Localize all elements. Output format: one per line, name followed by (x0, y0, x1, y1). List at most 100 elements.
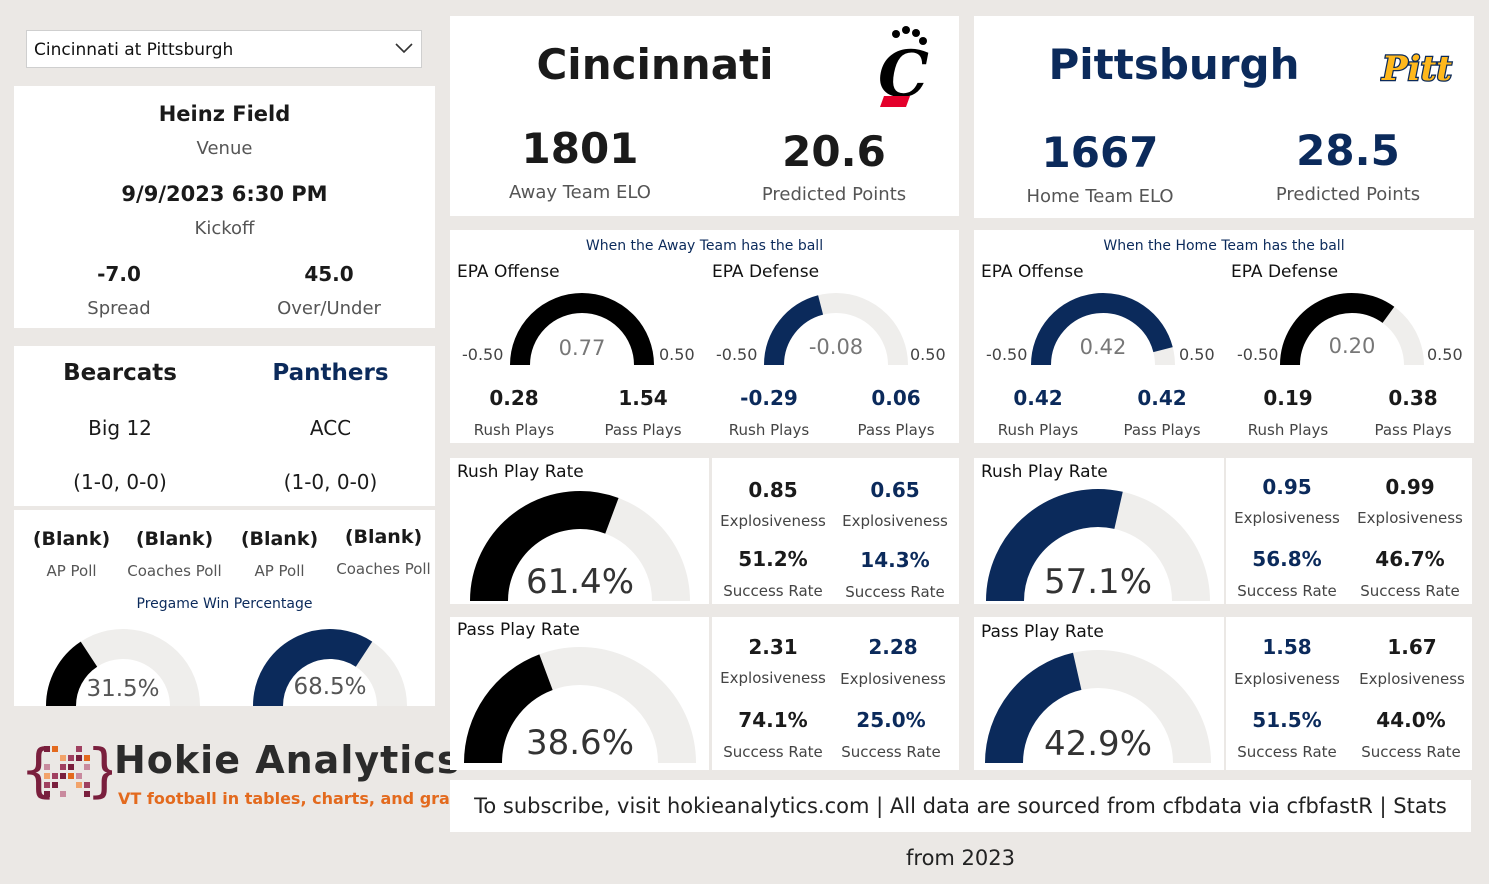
svg-text:{: { (20, 736, 57, 804)
pitt-logo-icon: Pitt (1380, 48, 1453, 90)
home-epa-offense-gauge: 0.42 (1031, 293, 1175, 366)
home-pass-stats-card: 1.58 Explosiveness 1.67 Explosiveness 51… (1226, 617, 1472, 770)
home-def-rush-label: Rush Plays (1247, 421, 1329, 439)
home-pass-off-expl-label: Explosiveness (1234, 670, 1340, 688)
home-rush-off-success: 56.8% (1252, 547, 1322, 571)
away-epa-defense-fill (764, 295, 824, 366)
away-def-max-label: 0.50 (910, 345, 946, 364)
away-def-rush-label: Rush Plays (728, 421, 810, 439)
home-coaches-poll-label: Coaches Poll (336, 560, 431, 578)
away-epa-offense-gauge: 0.77 (510, 293, 654, 366)
away-epa-defense-value: -0.08 (809, 335, 863, 359)
away-pred-points-value: 20.6 (782, 127, 886, 176)
away-rush-def-expl-label: Explosiveness (842, 512, 948, 530)
kickoff-label: Kickoff (194, 218, 255, 239)
home-pred-points-label: Predicted Points (1275, 184, 1421, 205)
away-epa-offense-value: 0.77 (559, 336, 606, 360)
away-rush-rate-gauge: 61.4% (470, 491, 690, 602)
away-pass-rate-title: Pass Play Rate (457, 620, 580, 640)
home-epa-offense-title: EPA Offense (981, 262, 1084, 282)
away-pass-rate-gauge: 38.6% (464, 647, 696, 764)
home-win-pct-fill (253, 629, 373, 707)
home-rush-rate-gauge: 57.1% (986, 489, 1210, 602)
away-rush-off-success: 51.2% (738, 547, 808, 571)
home-team-name: Pittsburgh (1048, 40, 1300, 89)
kickoff-time: 9/9/2023 6:30 PM (121, 182, 328, 206)
home-rush-rate-title: Rush Play Rate (981, 462, 1108, 482)
away-off-pass-label: Pass Plays (604, 421, 682, 439)
venue-label: Venue (196, 138, 253, 159)
home-off-rush-epa: 0.42 (1013, 386, 1063, 410)
home-rush-def-success: 46.7% (1375, 547, 1445, 571)
home-record: (1-0, 0-0) (283, 470, 378, 494)
over-under-label: Over/Under (277, 298, 381, 319)
away-epa-offense-title: EPA Offense (457, 262, 560, 282)
home-pass-rate-title: Pass Play Rate (981, 622, 1104, 642)
away-rush-off-succ-label: Success Rate (723, 582, 823, 600)
away-ap-poll-label: AP Poll (46, 562, 97, 580)
home-rush-rate-value: 57.1% (1044, 562, 1152, 602)
teams-card: Bearcats Panthers Big 12 ACC (1-0, 0-0) … (14, 346, 435, 506)
home-def-pass-label: Pass Plays (1374, 421, 1452, 439)
home-elo-value: 1667 (1041, 128, 1159, 177)
win-pct-title: Pregame Win Percentage (136, 596, 313, 612)
home-rush-stats-card: 0.95 Explosiveness 0.99 Explosiveness 56… (1226, 458, 1472, 604)
logo-tagline: VT football in tables, charts, and graph… (118, 789, 483, 808)
home-pass-off-success: 51.5% (1252, 708, 1322, 732)
away-epa-defense-title: EPA Defense (712, 262, 820, 282)
game-info-card: Heinz Field Venue 9/9/2023 6:30 PM Kicko… (14, 86, 435, 328)
home-def-min-label: -0.50 (1237, 345, 1279, 364)
home-epa-offense-value: 0.42 (1080, 335, 1127, 359)
away-off-pass-epa: 1.54 (618, 386, 668, 410)
away-record: (1-0, 0-0) (73, 470, 167, 494)
away-rush-def-explosiveness: 0.65 (870, 478, 920, 502)
away-off-max-label: 0.50 (659, 345, 695, 364)
game-selector-dropdown[interactable]: Cincinnati at Pittsburgh (26, 30, 422, 68)
away-header-card: Cincinnati C 1801 Away Team ELO 20.6 Pre… (450, 16, 959, 216)
home-rush-def-explosiveness: 0.99 (1385, 475, 1435, 499)
away-ap-poll-value: (Blank) (32, 528, 111, 550)
away-elo-label: Away Team ELO (509, 182, 651, 203)
home-off-pass-label: Pass Plays (1123, 421, 1201, 439)
game-selector-value: Cincinnati at Pittsburgh (34, 40, 234, 60)
home-pass-def-succ-label: Success Rate (1361, 743, 1461, 761)
away-pass-def-explosiveness: 2.28 (868, 635, 918, 659)
home-epa-defense-gauge: 0.20 (1280, 293, 1424, 366)
away-def-pass-label: Pass Plays (857, 421, 935, 439)
home-header-card: Pittsburgh Pitt 1667 Home Team ELO 28.5 … (974, 16, 1474, 218)
home-rush-def-succ-label: Success Rate (1360, 582, 1460, 600)
home-rush-def-expl-label: Explosiveness (1357, 509, 1463, 527)
home-pass-off-succ-label: Success Rate (1237, 743, 1337, 761)
away-win-pct-gauge: 31.5% (46, 629, 200, 707)
over-under-value: 45.0 (304, 262, 354, 286)
home-epa-offense-fill (1031, 293, 1173, 366)
spread-value: -7.0 (97, 262, 141, 286)
away-coaches-poll-value: (Blank) (135, 528, 214, 550)
chevron-down-icon (395, 43, 413, 54)
home-pred-points-value: 28.5 (1296, 126, 1400, 175)
home-def-pass-epa: 0.38 (1388, 386, 1438, 410)
home-pass-rate-value: 42.9% (1044, 724, 1152, 764)
away-rush-off-explosiveness: 0.85 (748, 478, 798, 502)
hokie-analytics-logo-icon: { } (20, 736, 112, 804)
away-coaches-poll-label: Coaches Poll (127, 562, 222, 580)
away-elo-value: 1801 (521, 124, 639, 173)
home-def-rush-epa: 0.19 (1263, 386, 1313, 410)
away-epa-defense-gauge: -0.08 (764, 293, 908, 366)
home-pass-def-explosiveness: 1.67 (1387, 635, 1437, 659)
footer-banner: To subscribe, visit hokieanalytics.com |… (450, 780, 1471, 870)
home-pass-rate-fill (985, 652, 1083, 764)
away-off-rush-label: Rush Plays (473, 421, 555, 439)
away-epa-caption: When the Away Team has the ball (585, 238, 824, 254)
away-pass-off-success: 74.1% (738, 708, 808, 732)
away-rush-rate-card: Rush Play Rate (450, 458, 709, 604)
home-pass-off-explosiveness: 1.58 (1262, 635, 1312, 659)
home-rush-off-explosiveness: 0.95 (1262, 475, 1312, 499)
home-epa-defense-title: EPA Defense (1231, 262, 1339, 282)
away-off-rush-epa: 0.28 (489, 386, 539, 410)
venue-name: Heinz Field (158, 102, 291, 126)
home-win-pct-gauge: 68.5% (253, 629, 407, 707)
away-pass-off-explosiveness: 2.31 (748, 635, 798, 659)
home-off-rush-label: Rush Plays (997, 421, 1079, 439)
home-pass-def-expl-label: Explosiveness (1359, 670, 1465, 688)
